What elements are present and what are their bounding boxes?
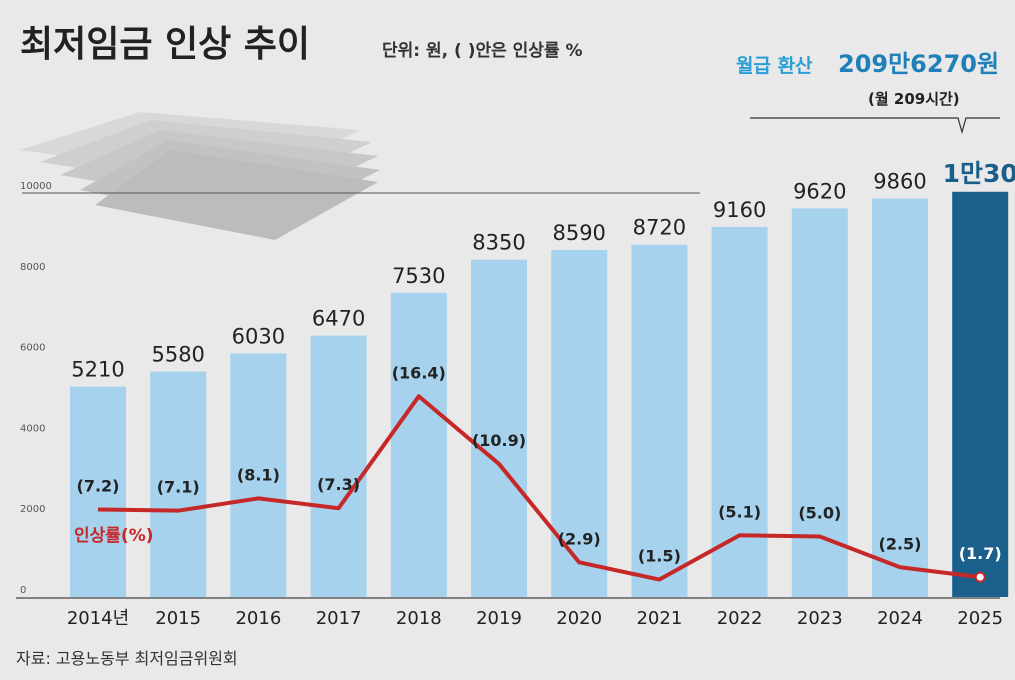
rate-point-2025 bbox=[974, 571, 986, 583]
bar-value-label: 8350 bbox=[472, 231, 525, 255]
bar-value-label: 7530 bbox=[392, 264, 445, 288]
y-tick-label: 2000 bbox=[20, 504, 45, 515]
rate-value-label: (7.3) bbox=[317, 475, 360, 494]
rate-value-label: (1.5) bbox=[638, 547, 681, 566]
monthly-conversion-label: 월급 환산 bbox=[736, 55, 813, 77]
rate-value-label: (7.1) bbox=[157, 478, 200, 497]
x-tick-label: 2024 bbox=[877, 608, 923, 629]
x-tick-label: 2020 bbox=[556, 608, 602, 629]
rate-value-label: (2.5) bbox=[879, 534, 922, 553]
y-tick-label: 10000 bbox=[20, 181, 52, 192]
bar bbox=[230, 353, 287, 597]
rate-value-label: (7.2) bbox=[77, 476, 120, 495]
rate-line bbox=[97, 394, 981, 582]
bar bbox=[711, 226, 768, 597]
y-tick-label: 0 bbox=[20, 585, 26, 596]
x-tick-label: 2014년 bbox=[67, 608, 129, 629]
x-tick-label: 2018 bbox=[396, 608, 442, 629]
monthly-callout-line bbox=[750, 117, 1000, 135]
bar bbox=[872, 198, 928, 597]
y-axis: 0 2000 4000 6000 8000 10000 bbox=[20, 181, 52, 596]
bar bbox=[791, 208, 848, 598]
bar-value-label: 6030 bbox=[232, 324, 285, 348]
bar bbox=[310, 335, 367, 597]
y-tick-label: 4000 bbox=[20, 423, 45, 434]
x-tick-label: 2017 bbox=[316, 608, 362, 629]
monthly-hours-note: (월 209시간) bbox=[868, 90, 960, 108]
rate-value-label: (8.1) bbox=[237, 465, 280, 484]
bar bbox=[631, 244, 688, 597]
rate-value-label: (5.0) bbox=[798, 504, 841, 523]
bar bbox=[70, 386, 126, 597]
bar-2025-highlight bbox=[952, 191, 1009, 597]
bar-value-label: 8590 bbox=[552, 221, 605, 245]
x-axis: 2014년 2015 2016 2017 2018 2019 2020 2021 2022 202… bbox=[67, 608, 1003, 629]
source-note: 자료: 고용노동부 최저임금위원회 bbox=[16, 649, 238, 668]
bar-value-label: 9860 bbox=[873, 170, 926, 194]
bar-value-label: 9160 bbox=[713, 198, 766, 222]
bar bbox=[390, 292, 447, 597]
bar-value-label: 1만30 bbox=[943, 159, 1015, 188]
unit-note: 단위: 원, ( )안은 인상률 % bbox=[382, 41, 583, 61]
bar-value-label: 8720 bbox=[633, 216, 686, 240]
bar-value-label: 5580 bbox=[151, 343, 204, 367]
bar-value-label: 6470 bbox=[312, 307, 365, 331]
x-tick-label: 2016 bbox=[235, 608, 281, 629]
x-tick-label: 2022 bbox=[717, 608, 763, 629]
rate-value-label: (1.7) bbox=[959, 544, 1002, 563]
rate-value-label: (16.4) bbox=[392, 363, 446, 382]
rate-labels-group: (7.2) (7.1) (8.1) (7.3) (16.4) (10.9) (2.9) (1.… bbox=[77, 363, 1002, 565]
chart-title: 최저임금 인상 추이 bbox=[20, 24, 310, 65]
x-tick-label: 2015 bbox=[155, 608, 201, 629]
rate-value-label: (5.1) bbox=[718, 502, 761, 521]
monthly-conversion-value: 209만6270원 bbox=[838, 50, 999, 78]
bar bbox=[150, 371, 207, 597]
money-stack-illustration bbox=[20, 112, 380, 240]
y-tick-label: 8000 bbox=[20, 262, 45, 273]
bar-value-label: 9620 bbox=[793, 179, 846, 203]
y-tick-label: 6000 bbox=[20, 343, 45, 354]
bar-value-label: 5210 bbox=[71, 358, 124, 382]
rate-value-label: (2.9) bbox=[558, 529, 601, 548]
rate-line-group bbox=[97, 394, 986, 583]
x-tick-label: 2023 bbox=[797, 608, 843, 629]
rate-value-label: (10.9) bbox=[472, 431, 526, 450]
x-tick-label: 2025 bbox=[957, 608, 1003, 629]
rate-series-label: 인상률(%) bbox=[74, 526, 154, 546]
x-tick-label: 2019 bbox=[476, 608, 522, 629]
bar-labels-group: 5210 5580 6030 6470 7530 8350 8590 8720 9160 9620… bbox=[71, 159, 1015, 382]
x-tick-label: 2021 bbox=[636, 608, 682, 629]
bar bbox=[471, 259, 527, 597]
